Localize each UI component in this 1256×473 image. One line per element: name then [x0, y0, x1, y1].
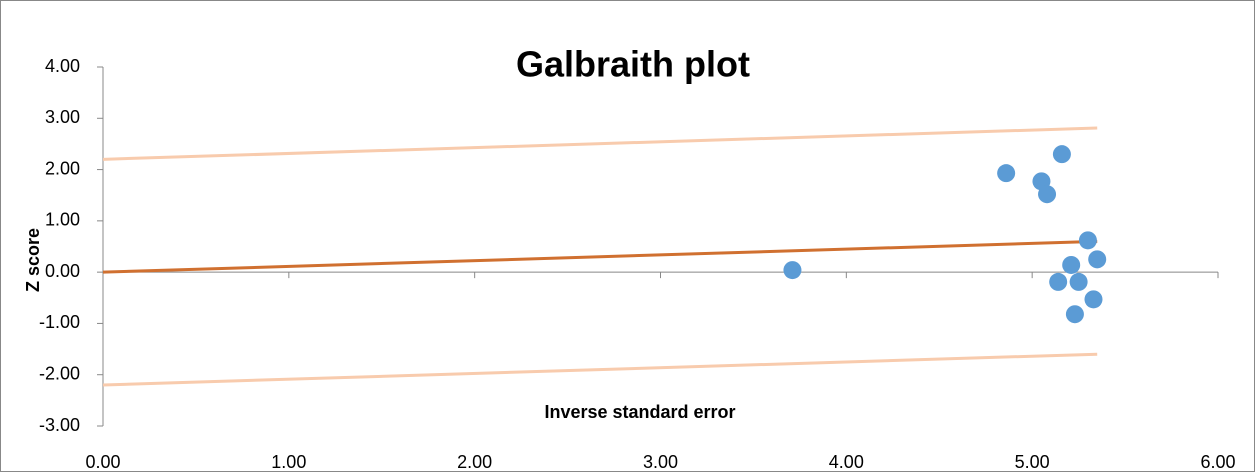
- y-tick-label: -3.00: [39, 415, 80, 435]
- y-tick-label: 3.00: [45, 107, 80, 127]
- point: [1062, 255, 1081, 274]
- line: [102, 126, 1098, 161]
- point: [1088, 250, 1107, 269]
- point: [997, 164, 1016, 183]
- y-tick-label: 1.00: [45, 210, 80, 230]
- point: [783, 261, 802, 280]
- y-axis-label: Z score: [23, 228, 43, 292]
- point: [1078, 231, 1097, 250]
- y-tick-label: 0.00: [45, 261, 80, 281]
- x-axis-label: Inverse standard error: [544, 402, 735, 422]
- point: [1069, 272, 1088, 291]
- x-tick-label: 4.00: [829, 452, 864, 472]
- x-tick-label: 6.00: [1200, 452, 1235, 472]
- point: [1065, 305, 1084, 324]
- line: [102, 239, 1098, 274]
- y-tick-label: 2.00: [45, 158, 80, 178]
- y-tick-label: 4.00: [45, 56, 80, 76]
- x-tick-label: 0.00: [85, 452, 120, 472]
- x-tick-label: 3.00: [643, 452, 678, 472]
- chart-title: Galbraith plot: [516, 44, 750, 85]
- x-tick-label: 1.00: [271, 452, 306, 472]
- point: [1049, 272, 1068, 291]
- x-tick-label: 5.00: [1015, 452, 1050, 472]
- y-tick-label: -1.00: [39, 312, 80, 332]
- point: [1052, 145, 1071, 164]
- line: [102, 352, 1098, 387]
- point: [1038, 185, 1057, 204]
- x-tick-label: 2.00: [457, 452, 492, 472]
- point: [1084, 290, 1103, 309]
- y-tick-label: -2.00: [39, 363, 80, 383]
